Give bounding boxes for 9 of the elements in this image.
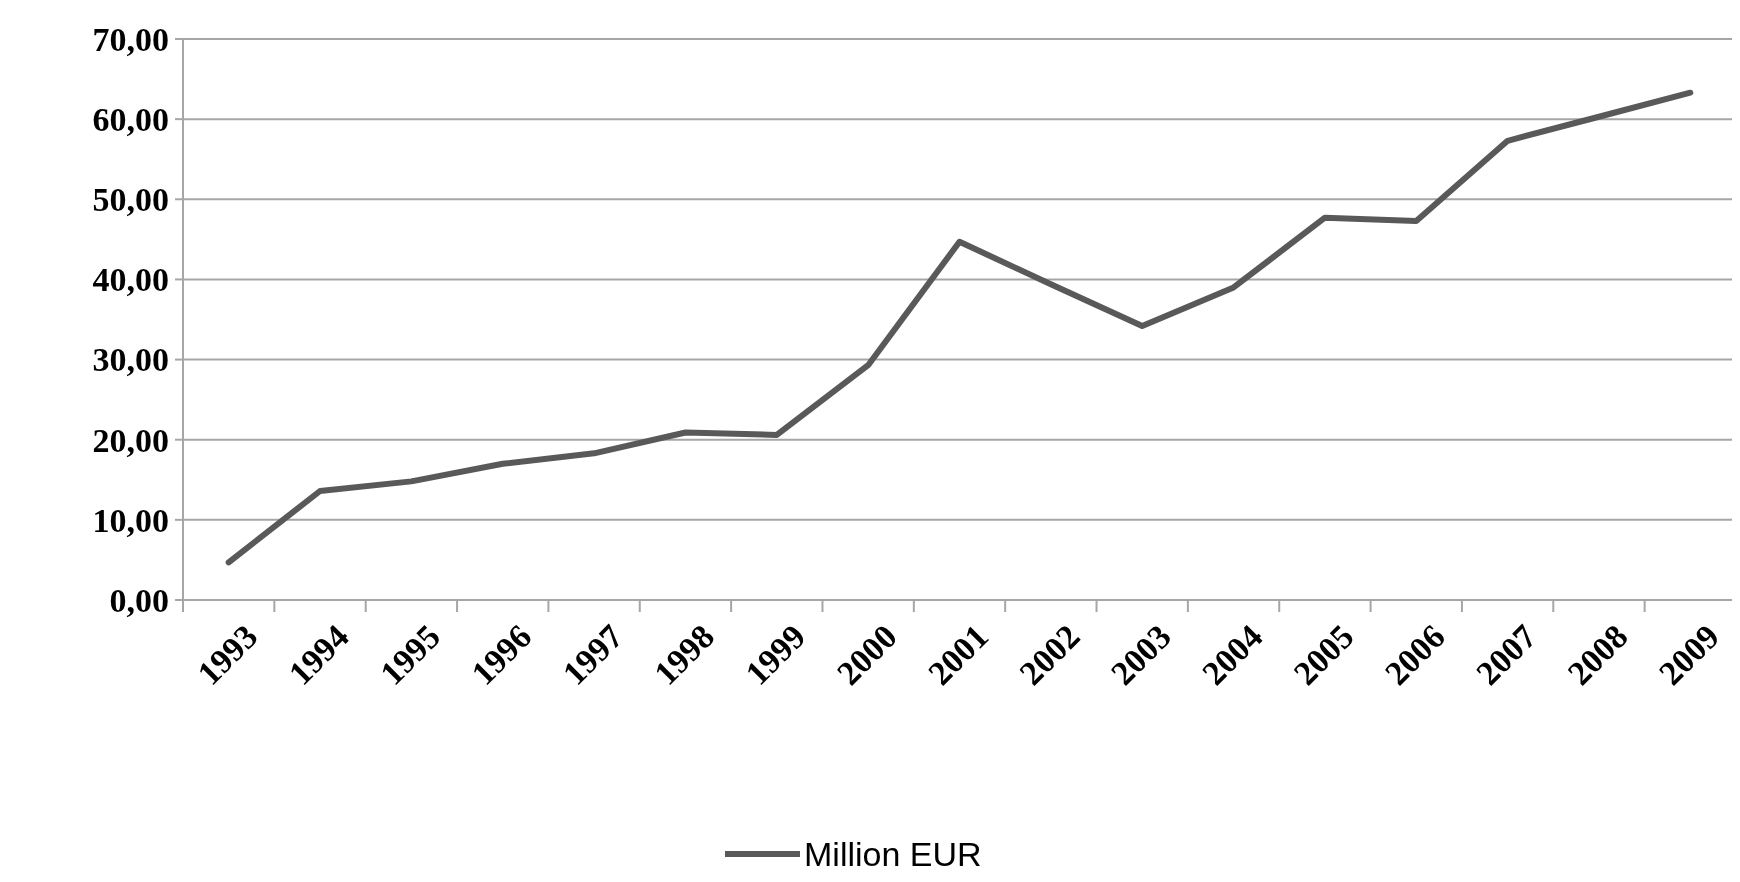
legend-label: Million EUR <box>804 835 982 873</box>
y-tick-label: 20,00 <box>92 421 169 459</box>
y-tick-label: 10,00 <box>92 501 169 539</box>
y-tick-label: 30,00 <box>92 341 169 379</box>
y-tick-label: 0,00 <box>109 581 169 619</box>
y-tick-label: 60,00 <box>92 101 169 139</box>
y-tick-label: 40,00 <box>92 261 169 299</box>
y-tick-label: 50,00 <box>92 181 169 219</box>
y-tick-label: 70,00 <box>92 20 169 58</box>
